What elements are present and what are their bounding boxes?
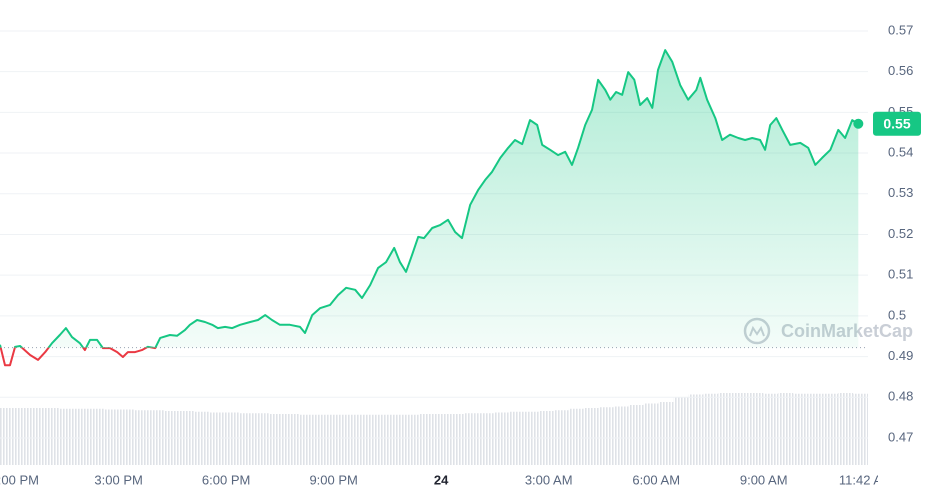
price-badge bbox=[873, 111, 921, 136]
volume-bar bbox=[673, 397, 689, 465]
volume-bar bbox=[239, 413, 255, 465]
volume-bar bbox=[389, 414, 405, 465]
volume-bar bbox=[44, 408, 60, 465]
volume-bar bbox=[0, 408, 15, 465]
y-tick-label: 0.51 bbox=[888, 267, 913, 282]
x-tick-label: 6:00 AM bbox=[632, 472, 680, 487]
volume-bar bbox=[748, 393, 764, 465]
volume-bar bbox=[359, 414, 375, 465]
y-tick-label: 0.52 bbox=[888, 226, 913, 241]
y-tick-label: 0.49 bbox=[888, 348, 913, 363]
x-tick-label: 24 bbox=[434, 472, 449, 487]
current-dot bbox=[853, 118, 864, 129]
price-badge-label: 0.55 bbox=[883, 115, 910, 131]
volume-bar bbox=[448, 414, 464, 465]
y-tick-label: 0.5 bbox=[888, 307, 906, 322]
x-tick-label: 12:00 PM bbox=[0, 472, 39, 487]
volume-bar bbox=[74, 408, 90, 465]
volume-bar bbox=[778, 393, 794, 465]
volume-bar bbox=[583, 408, 599, 465]
y-tick-label: 0.53 bbox=[888, 185, 913, 200]
x-tick-label: 9:00 AM bbox=[740, 472, 788, 487]
volume-bar bbox=[284, 414, 300, 465]
price-line bbox=[0, 49, 859, 348]
volume-bar bbox=[838, 393, 854, 465]
volume-bar bbox=[104, 409, 120, 465]
x-tick-label: 9:00 PM bbox=[309, 472, 357, 487]
y-tick-label: 0.57 bbox=[888, 22, 913, 37]
volume-bar bbox=[404, 414, 420, 465]
volume-bar bbox=[434, 414, 449, 465]
volume-bar bbox=[344, 414, 360, 465]
volume-bar bbox=[269, 414, 285, 465]
volume-bar bbox=[478, 413, 494, 465]
volume-bar bbox=[89, 408, 105, 465]
y-tick-label: 0.56 bbox=[888, 63, 913, 78]
volume-bar bbox=[688, 394, 704, 465]
volume-bar bbox=[299, 414, 315, 465]
volume-bar bbox=[718, 393, 734, 465]
volume-bar bbox=[59, 408, 75, 465]
volume-bar bbox=[658, 402, 674, 465]
x-axis: 12:00 PM 3:00 PM 6:00 PM 9:00 PM 24 3:00 AM 6:… bbox=[0, 472, 882, 487]
volume-bar bbox=[628, 405, 644, 465]
volume-bar bbox=[823, 393, 839, 465]
volume-bar bbox=[853, 393, 868, 465]
area-fill bbox=[0, 50, 859, 348]
volume-bar bbox=[119, 409, 135, 465]
volume-bar bbox=[763, 393, 779, 465]
volume-bar bbox=[463, 413, 479, 465]
volume-bar bbox=[598, 407, 614, 465]
volume-bar bbox=[613, 406, 629, 465]
volume-bar bbox=[329, 414, 345, 465]
volume-bar bbox=[209, 412, 225, 465]
volume-bar bbox=[419, 414, 434, 465]
y-tick-label: 0.48 bbox=[888, 389, 913, 404]
volume-bar bbox=[493, 412, 509, 465]
x-tick-label: 3:00 PM bbox=[94, 472, 142, 487]
volume-bar bbox=[314, 414, 330, 465]
volume-bar bbox=[568, 408, 584, 465]
volume-bar bbox=[703, 393, 719, 465]
x-tick-label: 11:42 A bbox=[839, 472, 882, 487]
volume-bar bbox=[224, 412, 240, 465]
y-tick-label: 0.54 bbox=[888, 144, 913, 159]
volume-bar bbox=[14, 408, 30, 465]
x-tick-label: 6:00 PM bbox=[202, 472, 250, 487]
volume-bar bbox=[733, 393, 749, 465]
volume-bar bbox=[793, 393, 809, 465]
price-line-below bbox=[0, 347, 157, 367]
volume-bar bbox=[643, 403, 659, 465]
x-tick-label: 3:00 AM bbox=[525, 472, 573, 487]
volume-bar bbox=[29, 408, 45, 465]
volume-bar bbox=[374, 414, 390, 465]
volume-bar bbox=[808, 393, 824, 465]
y-tick-label: 0.47 bbox=[888, 429, 913, 444]
volume-bar bbox=[254, 413, 270, 465]
